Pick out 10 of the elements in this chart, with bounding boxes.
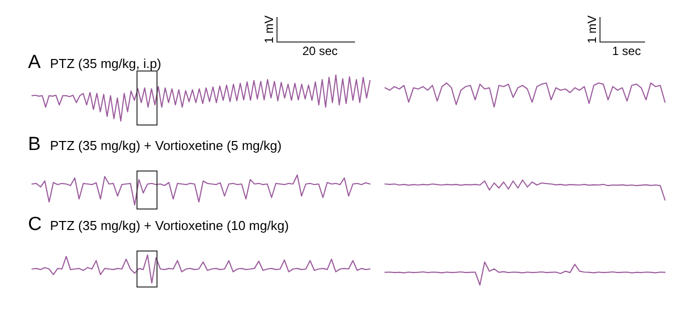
chart-title: A xyxy=(28,52,41,73)
text: 20 sec xyxy=(302,44,338,58)
chart-title: B xyxy=(28,134,41,155)
chart-title: C xyxy=(28,214,42,235)
chart-subtitle: PTZ (35 mg/kg, i.p) xyxy=(50,56,162,71)
text: 1 mV xyxy=(585,15,599,44)
text: 1 mV xyxy=(262,15,276,44)
text: 1 sec xyxy=(612,44,641,58)
chart-subtitle: PTZ (35 mg/kg) + Vortioxetine (5 mg/kg) xyxy=(50,138,282,153)
chart-subtitle: PTZ (35 mg/kg) + Vortioxetine (10 mg/kg) xyxy=(50,218,289,233)
